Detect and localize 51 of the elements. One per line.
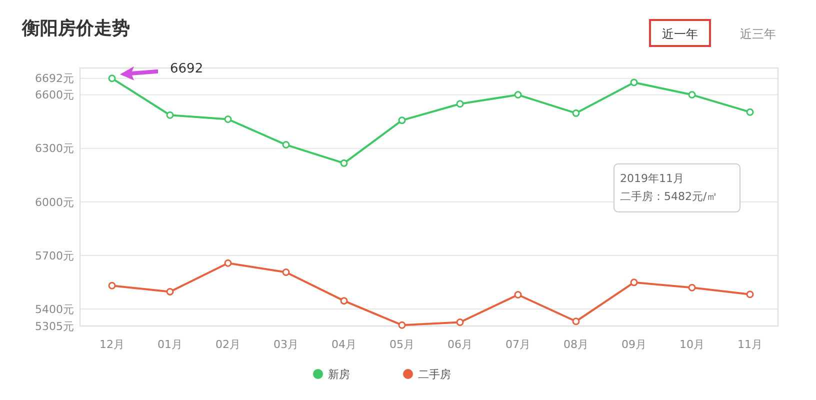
point	[340, 297, 348, 305]
point	[108, 282, 116, 290]
x-tick-label: 06月	[448, 338, 472, 351]
point	[572, 318, 580, 326]
point	[688, 91, 696, 99]
point	[456, 318, 464, 326]
point	[224, 259, 232, 267]
x-tick-label: 01月	[158, 338, 182, 351]
y-tick-label: 6692元	[35, 72, 74, 86]
x-tick-label: 09月	[622, 338, 646, 351]
legend-label: 二手房	[418, 368, 451, 381]
point	[630, 78, 638, 86]
y-tick-label: 6000元	[35, 196, 74, 209]
point	[224, 115, 232, 123]
point	[630, 278, 638, 286]
text: 近一年	[662, 27, 698, 41]
x-tick-label: 07月	[506, 338, 530, 351]
point	[166, 111, 174, 119]
point	[282, 141, 290, 149]
point	[572, 109, 580, 117]
point	[340, 159, 348, 167]
chart-title: 衡阳房价走势	[21, 18, 130, 39]
point	[398, 116, 406, 124]
y-tick-label: 5700元	[35, 249, 74, 262]
legend-label: 新房	[328, 368, 350, 381]
text: 近三年	[740, 27, 776, 41]
annotation: 2019年11月	[620, 172, 684, 185]
y-tick-label: 6300元	[35, 142, 74, 156]
y-tick-label: 5305元	[35, 320, 74, 333]
x-tick-label: 05月	[390, 338, 414, 351]
x-tick-label: 03月	[274, 338, 298, 351]
point	[166, 288, 174, 296]
point	[688, 284, 696, 292]
x-tick-label: 08月	[564, 338, 588, 351]
x-tick-label: 04月	[332, 338, 356, 351]
point	[456, 100, 464, 108]
x-tick-label: 12月	[100, 338, 124, 351]
point	[514, 291, 522, 299]
point	[108, 74, 116, 82]
point	[746, 108, 754, 116]
point	[746, 290, 754, 298]
annotation: 6692	[170, 61, 204, 76]
point	[398, 321, 406, 329]
y-tick-label: 5400元	[35, 302, 74, 316]
x-tick-label: 10月	[680, 338, 704, 351]
y-tick-label: 6600元	[35, 88, 74, 102]
point	[514, 91, 522, 99]
annotation: 二手房：5482元/㎡	[620, 190, 718, 203]
x-tick-label: 11月	[738, 338, 762, 351]
x-tick-label: 02月	[216, 338, 240, 351]
point	[282, 268, 290, 276]
